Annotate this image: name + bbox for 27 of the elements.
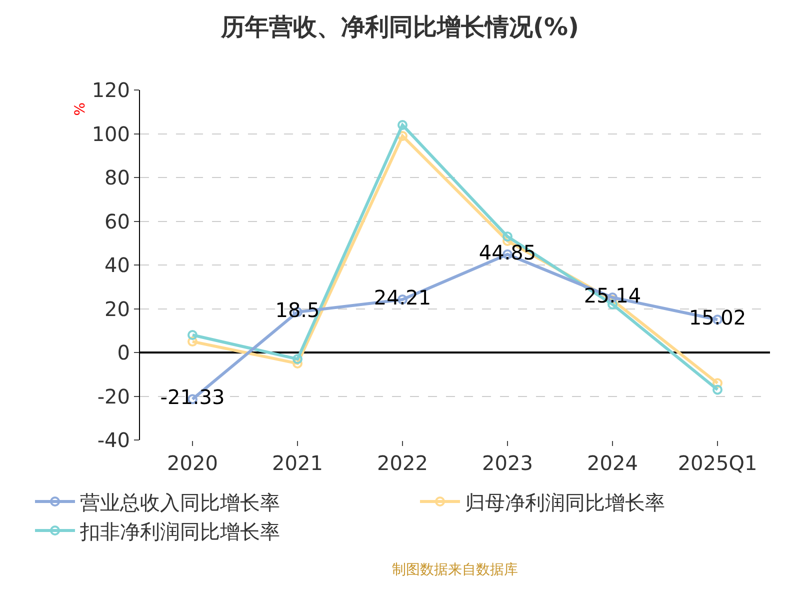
y-tick-label: -40 bbox=[97, 428, 130, 452]
x-tick-label: 2020 bbox=[167, 451, 218, 475]
chart-title: 历年营收、净利同比增长情况(%) bbox=[220, 12, 579, 41]
y-tick-label: -20 bbox=[97, 384, 130, 408]
data-label: 18.5 bbox=[275, 298, 320, 322]
legend-label: 扣非净利润同比增长率 bbox=[79, 519, 280, 544]
data-label: 24.21 bbox=[374, 286, 432, 310]
y-tick-label: 40 bbox=[104, 253, 130, 277]
y-tick-label: 120 bbox=[92, 78, 130, 102]
y-tick-label: 0 bbox=[117, 340, 130, 364]
data-label: 44.85 bbox=[478, 240, 536, 264]
x-tick-label: 2024 bbox=[587, 451, 638, 475]
legend-label: 营业总收入同比增长率 bbox=[80, 490, 280, 514]
data-label: -21.33 bbox=[160, 385, 225, 410]
y-tick-label: 20 bbox=[104, 296, 130, 321]
text: 制图数据来自数据库 bbox=[392, 562, 518, 578]
y-axis-title: % bbox=[72, 102, 89, 116]
y-tick-label: 80 bbox=[104, 166, 130, 190]
data-label: 25.14 bbox=[584, 284, 642, 308]
x-tick-label: 2025Q1 bbox=[678, 451, 758, 475]
x-tick-label: 2021 bbox=[272, 451, 323, 475]
x-tick-label: 2022 bbox=[377, 451, 428, 475]
legend-label: 归母净利润同比增长率 bbox=[465, 490, 665, 514]
x-tick-label: 2023 bbox=[482, 451, 533, 475]
y-tick-label: 100 bbox=[92, 122, 130, 146]
y-tick-label: 60 bbox=[104, 209, 130, 234]
data-label: 15.02 bbox=[688, 306, 746, 330]
